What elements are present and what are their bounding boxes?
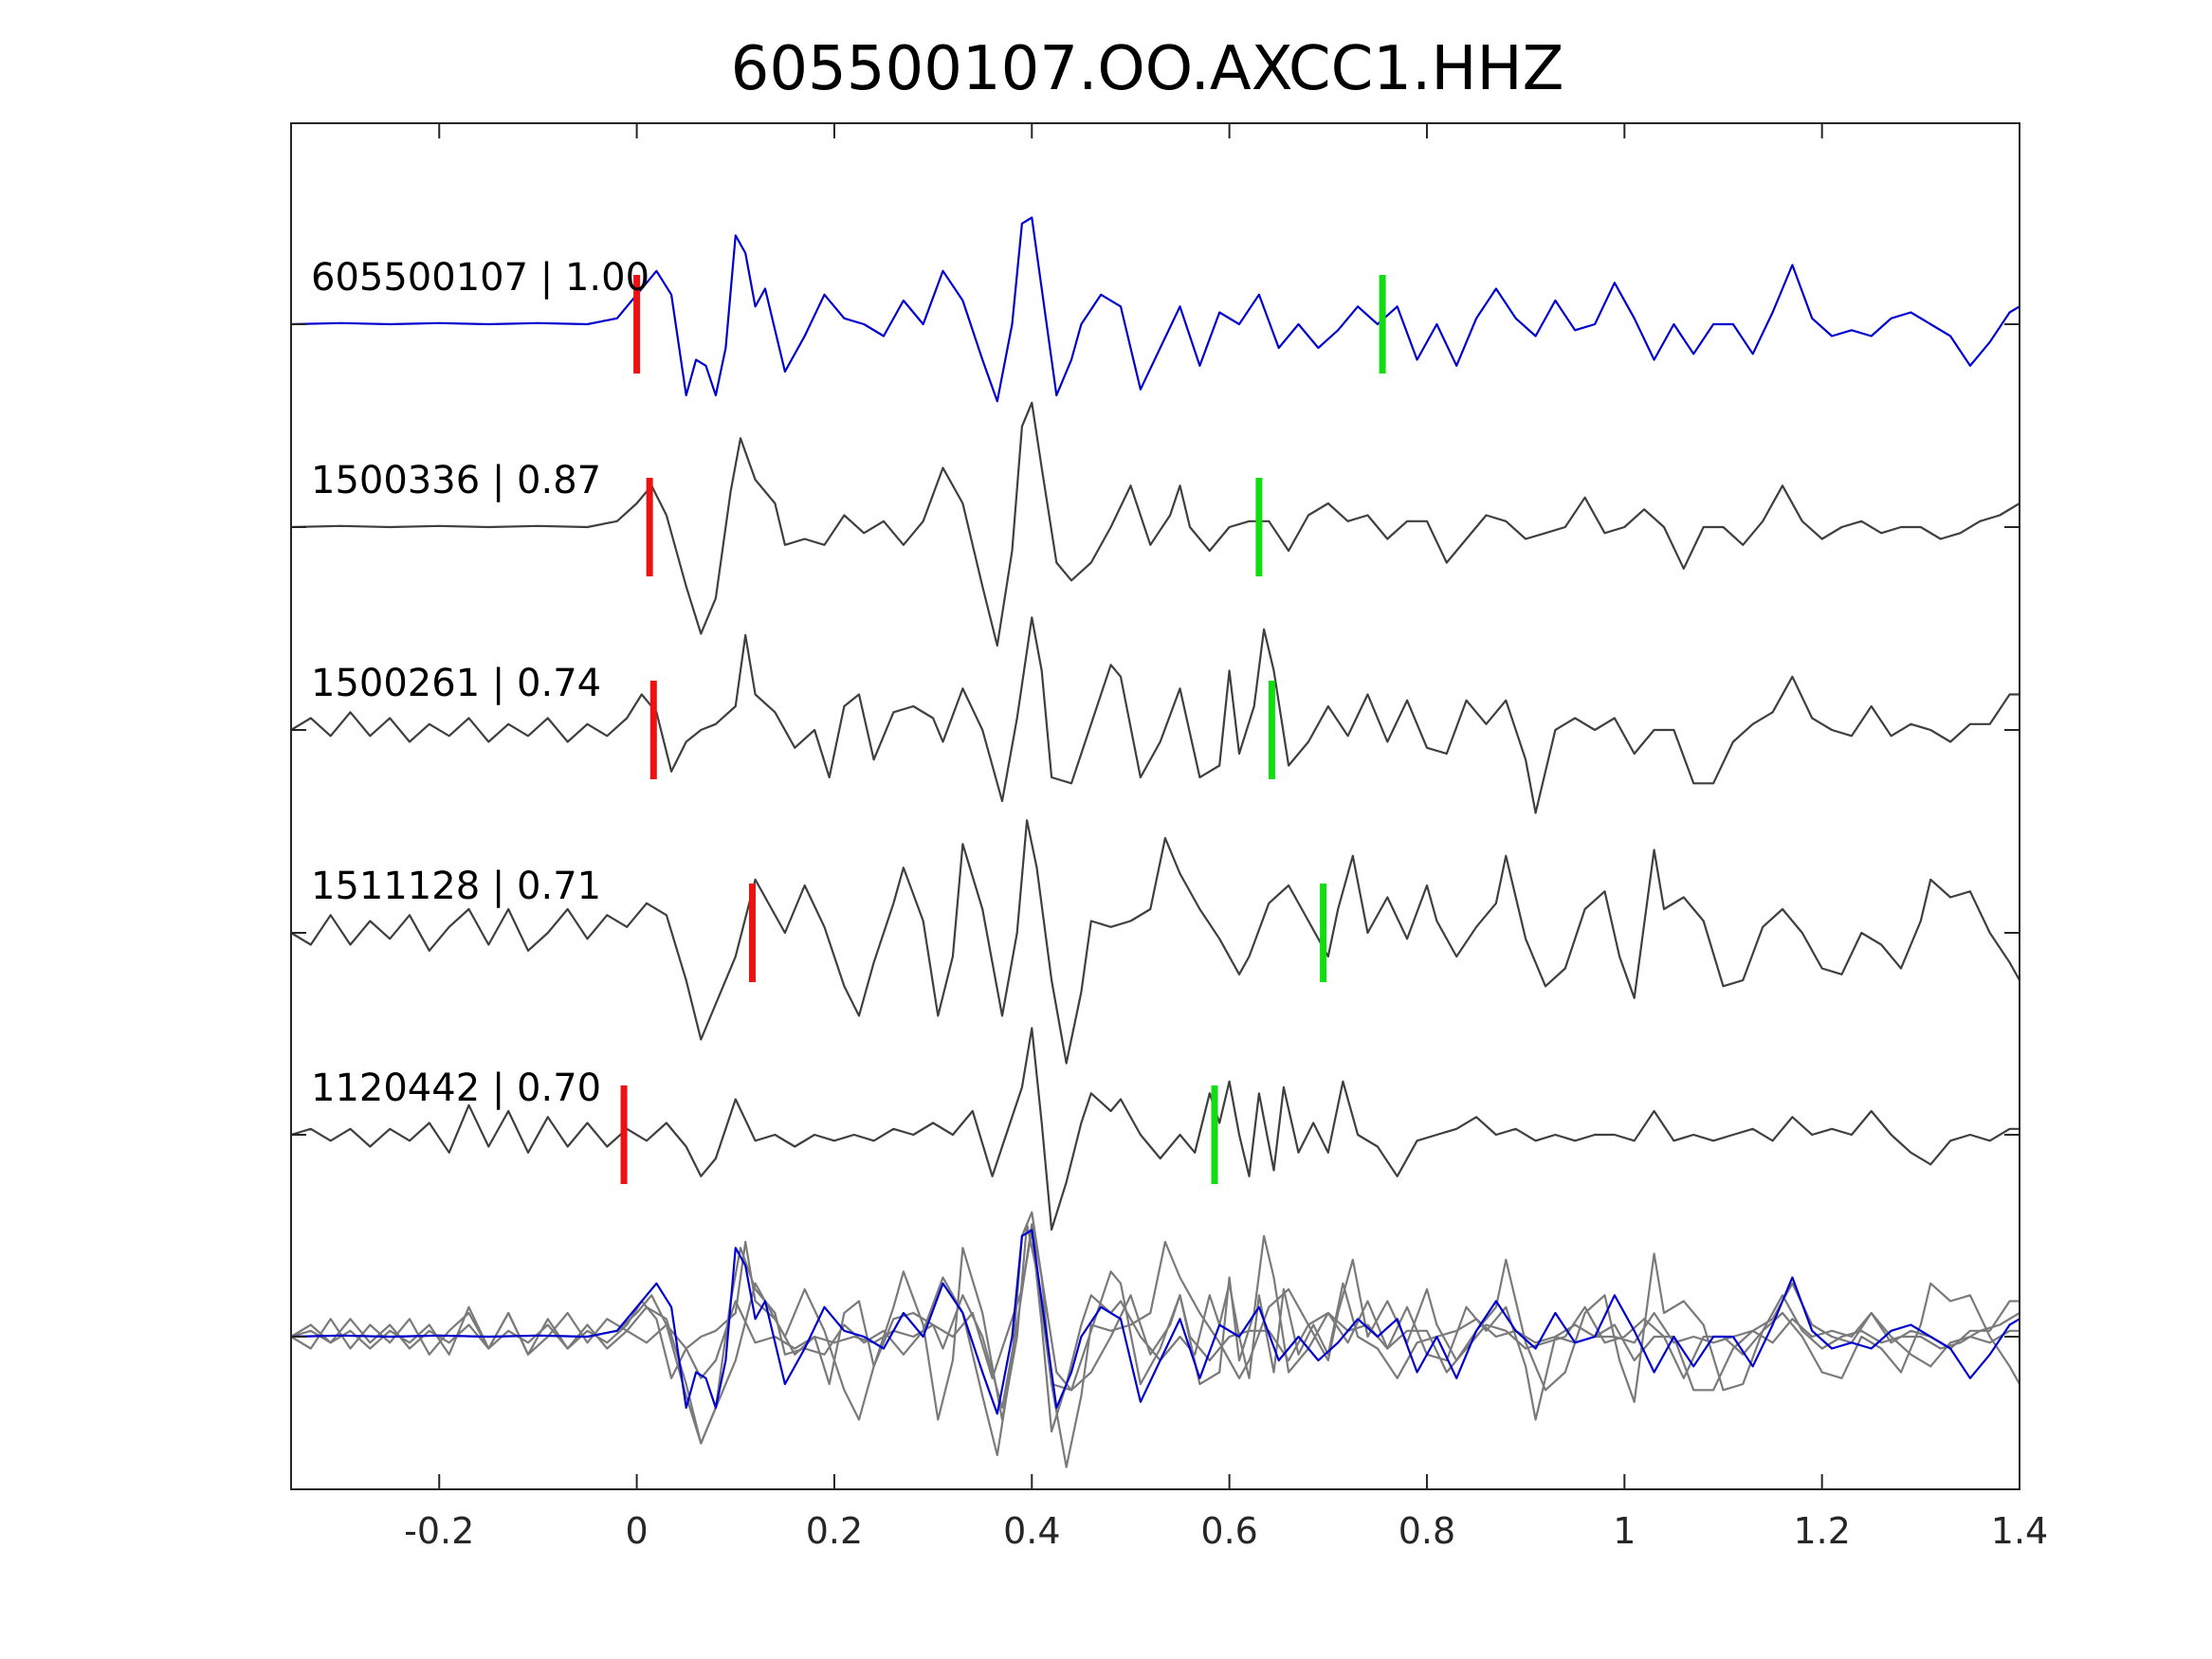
plot-frame [290,122,2020,1490]
trace-label-5: 1120442 | 0.70 [311,1066,601,1110]
trace-label-4: 1511128 | 0.71 [311,865,601,908]
traces-layer [290,216,2020,1231]
x-tick-label-2: 0 [626,1510,649,1552]
trace-labels: 605500107 | 1.00 1500336 | 0.87 1500261 | … [311,256,649,1110]
trace-waveform-1 [290,216,2020,403]
plot-axes: -0.2 0 0.2 0.4 0.6 0.8 1 1.2 1.4 [290,122,2048,1552]
trace-label-1: 605500107 | 1.00 [311,256,649,300]
trace-waveform-4 [290,819,2020,1065]
picks-layer [620,275,1386,1184]
trace-waveform-2 [290,401,2020,647]
overlay-waveform-1 [290,1229,2020,1415]
trace-waveform-3 [290,616,2020,814]
overlay-waveform-4 [290,1223,2020,1468]
trace-waveform-5 [290,1027,2020,1231]
overlay-stack [290,1211,2020,1468]
chart-title: 605500107.OO.AXCC1.HHZ [731,34,1564,104]
trace-label-2: 1500336 | 0.87 [311,459,601,502]
x-tick-label-9: 1.4 [1991,1510,2048,1552]
x-tick-label-1: -0.2 [404,1510,474,1552]
x-tick-label-8: 1.2 [1793,1510,1850,1552]
x-tick-label-5: 0.6 [1200,1510,1257,1552]
x-tick-label-3: 0.2 [806,1510,863,1552]
x-tick-label-6: 0.8 [1398,1510,1455,1552]
overlay-waveform-3 [290,1223,2020,1421]
trace-label-3: 1500261 | 0.74 [311,662,601,705]
x-tick-label-7: 1 [1613,1510,1636,1552]
x-tick-label-4: 0.4 [1003,1510,1060,1552]
